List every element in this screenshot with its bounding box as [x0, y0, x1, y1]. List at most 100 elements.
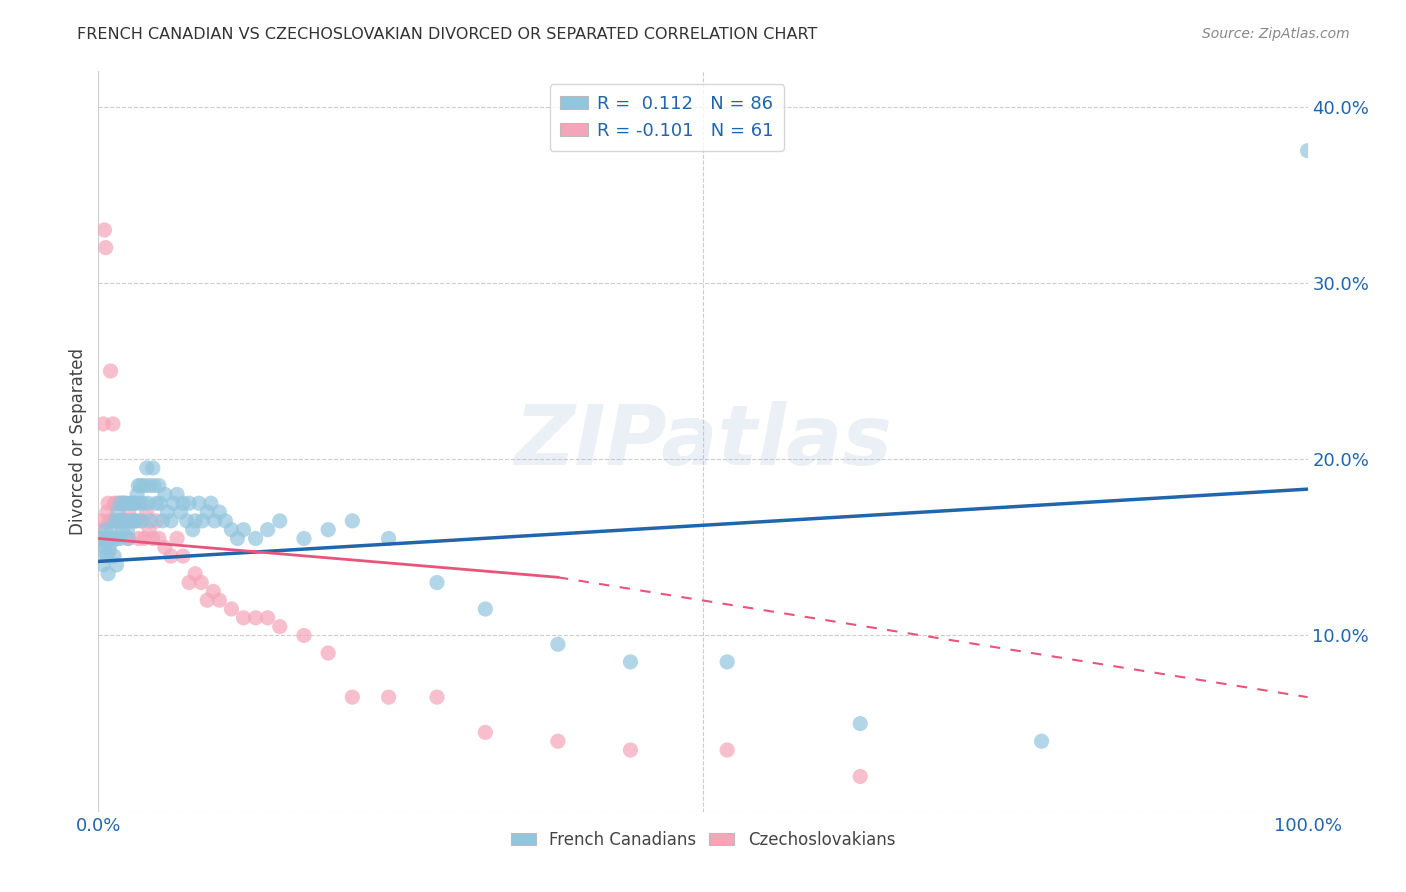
Point — [269, 514, 291, 528]
Point — [127, 487, 149, 501]
Point — [89, 532, 111, 546]
Point — [97, 496, 120, 510]
Point — [426, 575, 449, 590]
Point — [108, 532, 131, 546]
Text: Source: ZipAtlas.com: Source: ZipAtlas.com — [1202, 27, 1350, 41]
Point — [143, 478, 166, 492]
Point — [131, 514, 153, 528]
Point — [135, 461, 157, 475]
Point — [115, 514, 138, 528]
Point — [160, 514, 183, 528]
Point — [96, 505, 118, 519]
Point — [148, 478, 170, 492]
Point — [122, 496, 145, 510]
Point — [108, 514, 131, 528]
Point — [1031, 734, 1053, 748]
Point — [200, 496, 222, 510]
Point — [105, 496, 128, 510]
Point — [716, 743, 738, 757]
Point — [426, 690, 449, 705]
Point — [129, 478, 152, 492]
Point — [214, 514, 236, 528]
Point — [91, 514, 114, 528]
Point — [316, 523, 339, 537]
Point — [142, 532, 165, 546]
Point — [221, 602, 243, 616]
Point — [125, 514, 148, 528]
Point — [152, 514, 174, 528]
Point — [128, 496, 150, 510]
Point — [101, 532, 124, 546]
Point — [377, 532, 399, 546]
Point — [94, 523, 117, 537]
Point — [619, 655, 641, 669]
Point — [97, 532, 120, 546]
Point — [91, 544, 114, 558]
Point — [104, 514, 127, 528]
Point — [103, 549, 125, 563]
Point — [221, 523, 243, 537]
Point — [121, 496, 143, 510]
Point — [149, 496, 172, 510]
Point — [179, 496, 201, 510]
Point — [245, 532, 267, 546]
Point — [90, 532, 112, 546]
Point — [176, 514, 198, 528]
Point — [1296, 144, 1319, 158]
Point — [104, 514, 127, 528]
Point — [160, 549, 183, 563]
Point — [100, 523, 122, 537]
Point — [166, 532, 188, 546]
Point — [184, 566, 207, 581]
Point — [98, 514, 121, 528]
Point — [142, 461, 165, 475]
Point — [139, 514, 162, 528]
Point — [91, 417, 114, 431]
Point — [232, 611, 254, 625]
Point — [166, 487, 188, 501]
Point — [100, 537, 122, 551]
Point — [112, 496, 135, 510]
Point — [619, 743, 641, 757]
Point — [118, 496, 141, 510]
Point — [269, 619, 291, 633]
Point — [148, 532, 170, 546]
Legend: French Canadians, Czechoslovakians: French Canadians, Czechoslovakians — [503, 824, 903, 855]
Y-axis label: Divorced or Separated: Divorced or Separated — [69, 348, 87, 535]
Point — [118, 505, 141, 519]
Point — [93, 541, 115, 555]
Point — [97, 566, 120, 581]
Point — [132, 496, 155, 510]
Point — [292, 628, 315, 642]
Point — [716, 655, 738, 669]
Point — [849, 769, 872, 783]
Point — [127, 478, 149, 492]
Point — [101, 417, 124, 431]
Point — [156, 505, 179, 519]
Point — [245, 611, 267, 625]
Point — [98, 544, 121, 558]
Point — [110, 514, 132, 528]
Point — [202, 584, 225, 599]
Point — [134, 532, 156, 546]
Point — [117, 532, 139, 546]
Point — [145, 514, 167, 528]
Point — [172, 496, 194, 510]
Point — [108, 496, 131, 510]
Point — [96, 549, 118, 563]
Point — [547, 734, 569, 748]
Point — [112, 514, 135, 528]
Point — [153, 541, 176, 555]
Point — [187, 496, 209, 510]
Point — [145, 496, 167, 510]
Point — [138, 478, 160, 492]
Point — [256, 523, 278, 537]
Point — [100, 364, 122, 378]
Point — [342, 690, 364, 705]
Point — [120, 514, 142, 528]
Point — [226, 532, 249, 546]
Point — [256, 611, 278, 625]
Point — [108, 514, 131, 528]
Point — [172, 549, 194, 563]
Point — [204, 514, 226, 528]
